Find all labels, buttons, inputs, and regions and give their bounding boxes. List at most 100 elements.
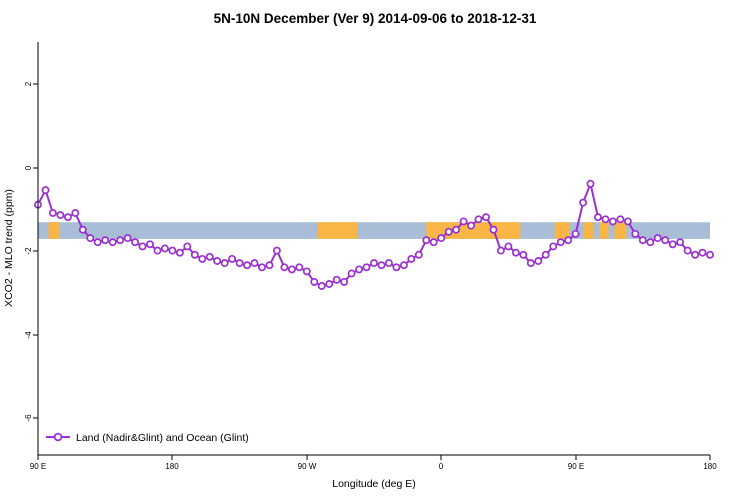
data-point-marker (295, 263, 304, 272)
chart-title: 5N-10N December (Ver 9) 2014-09-06 to 20… (214, 11, 537, 26)
legend: Land (Nadir&Glint) and Ocean (Glint) (46, 432, 249, 444)
data-point-marker (272, 246, 281, 255)
data-point-marker (287, 265, 296, 274)
data-point-marker (467, 221, 476, 230)
data-point-marker (56, 211, 65, 220)
data-point-marker (190, 250, 199, 259)
x-axis-label: Longitude (deg E) (332, 478, 415, 490)
data-point-marker (706, 250, 714, 259)
data-point-marker (444, 227, 453, 236)
x-tick-labels: 90 E 180 90 W 0 90 E 180 (30, 462, 717, 471)
data-point-marker (123, 234, 132, 243)
land-band-segment (599, 222, 609, 239)
x-tick-label: 90 E (568, 462, 584, 471)
data-point-marker (519, 250, 528, 259)
y-tick-label: -4 (24, 331, 33, 339)
land-band-segment (583, 222, 594, 239)
y-tick-label: 0 (24, 165, 33, 170)
data-point-marker (243, 261, 252, 270)
data-point-marker (683, 246, 692, 255)
data-point-marker (265, 261, 274, 270)
data-point-marker (235, 259, 244, 268)
axes (33, 42, 711, 460)
land-band-segment (614, 222, 627, 239)
data-point-marker (258, 263, 266, 272)
data-point-marker (205, 252, 214, 261)
data-point-marker (429, 238, 438, 247)
data-point-marker (549, 242, 558, 251)
data-point-marker (608, 217, 617, 226)
data-point-marker (579, 198, 588, 207)
data-point-marker (496, 246, 505, 255)
series-line-layer (34, 179, 714, 290)
data-point-marker (71, 209, 80, 217)
data-point-marker (146, 240, 154, 249)
data-point-marker (698, 248, 707, 257)
data-point-marker (556, 238, 565, 247)
data-point-marker (93, 238, 102, 247)
data-point-marker (422, 236, 431, 245)
data-point-marker (676, 238, 685, 247)
data-point-marker (108, 238, 117, 247)
data-point-marker (616, 215, 625, 224)
data-point-marker (437, 234, 446, 243)
data-point-marker (78, 225, 87, 234)
data-point-marker (691, 250, 700, 259)
data-point-marker (340, 277, 349, 286)
data-point-marker (631, 229, 640, 238)
x-tick-label: 0 (439, 462, 444, 471)
data-point-marker (116, 236, 125, 245)
data-point-marker (317, 282, 326, 290)
data-point-marker (534, 257, 543, 265)
data-point-marker (355, 265, 364, 274)
data-point-marker (41, 186, 50, 195)
data-point-marker (347, 269, 356, 278)
data-point-marker (384, 259, 393, 268)
data-point-marker (646, 238, 655, 247)
data-point-marker (325, 280, 334, 288)
data-point-marker (399, 261, 408, 270)
ocean-band (38, 222, 710, 239)
data-point-marker (175, 248, 184, 257)
data-point-marker (623, 217, 632, 226)
data-point-marker (310, 277, 319, 286)
data-point-marker (541, 250, 550, 259)
data-point-marker (302, 267, 311, 276)
data-point-marker (668, 240, 677, 249)
data-point-marker (86, 234, 95, 243)
data-point-marker (564, 236, 573, 245)
data-point-marker (474, 215, 483, 224)
data-point-marker (198, 254, 207, 263)
land-band-segment (317, 222, 358, 239)
data-point-marker (571, 229, 580, 238)
data-point-marker (101, 236, 110, 245)
data-point-marker (131, 238, 140, 247)
data-point-marker (153, 246, 162, 255)
latitude-band-layer (38, 222, 710, 239)
y-tick-label: -6 (24, 414, 33, 422)
data-point-marker (511, 248, 520, 257)
y-tick-labels: 2 0 -2 -4 -6 (24, 81, 33, 421)
x-tick-label: 90 W (298, 462, 317, 471)
data-point-marker (63, 213, 72, 222)
x-tick-label: 90 E (30, 462, 46, 471)
data-point-marker (638, 236, 647, 245)
data-point-marker (407, 254, 416, 263)
data-point-marker (213, 257, 222, 265)
data-point-marker (504, 242, 513, 251)
data-point-marker (482, 213, 490, 222)
data-point-marker (160, 244, 169, 253)
data-point-marker (332, 275, 341, 284)
data-point-marker (377, 261, 386, 270)
data-point-marker (183, 242, 192, 251)
x-tick-label: 180 (165, 462, 179, 471)
x-tick-label: 180 (703, 462, 717, 471)
data-point-marker (168, 246, 177, 255)
data-point-marker (220, 259, 229, 268)
data-point-marker (280, 263, 289, 272)
data-point-marker (601, 215, 610, 224)
land-band-segment (48, 222, 59, 239)
data-point-marker (459, 217, 468, 226)
